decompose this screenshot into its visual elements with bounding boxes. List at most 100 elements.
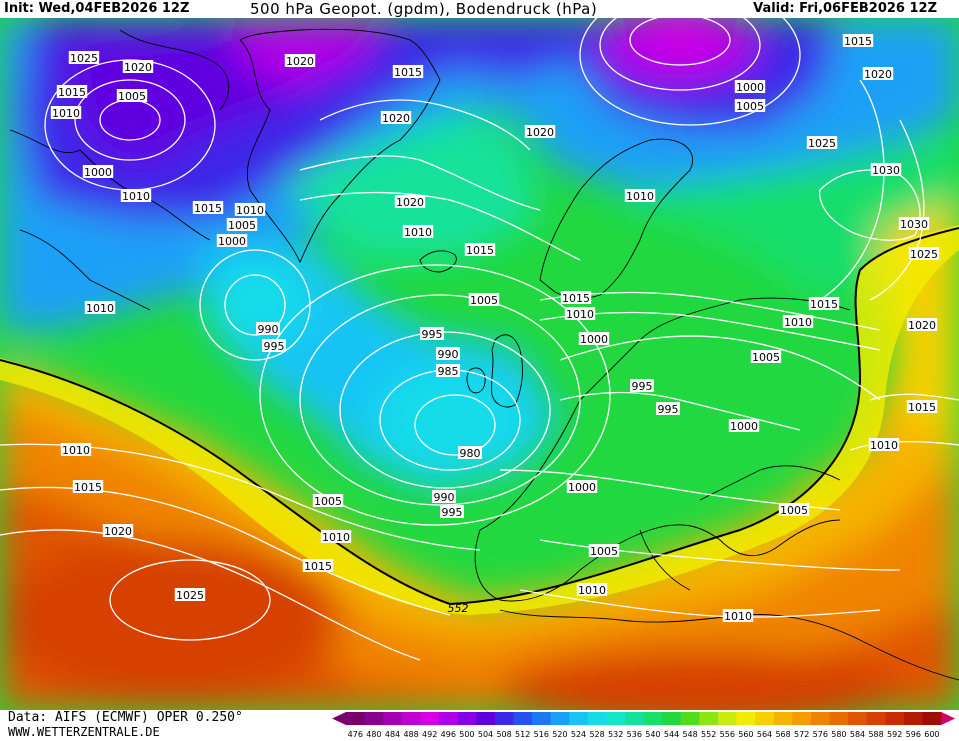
colorbar-left-arrow <box>332 712 346 725</box>
isobar-label-1010-baffin: 1010 <box>50 106 82 120</box>
svg-text:1030: 1030 <box>872 164 900 177</box>
svg-text:1010: 1010 <box>626 190 654 203</box>
svg-text:1020: 1020 <box>382 112 410 125</box>
svg-text:1015: 1015 <box>810 298 838 311</box>
svg-text:990: 990 <box>438 348 459 361</box>
colorbar-tick-label: 560 <box>738 730 753 739</box>
colorbar-swatch <box>383 712 403 725</box>
geopotential-552-contour <box>0 227 959 606</box>
svg-text:995: 995 <box>442 506 463 519</box>
colorbar-tick-label: 552 <box>701 730 716 739</box>
svg-text:1015: 1015 <box>58 86 86 99</box>
isobar-label-980-low-center: 980 <box>458 446 482 460</box>
colorbar-swatch <box>494 712 514 725</box>
isobar-label-1005-biscay: 1005 <box>312 494 344 508</box>
svg-text:1015: 1015 <box>74 481 102 494</box>
colorbar-swatch <box>643 712 663 725</box>
svg-text:1020: 1020 <box>124 61 152 74</box>
isobar-label-1010-atlantic-w: 1010 <box>84 301 116 315</box>
isobar-label-1000-france: 1000 <box>566 480 598 494</box>
isobar-label-1005-barents: 1005 <box>734 99 766 113</box>
colorbar-tick-label: 568 <box>775 730 790 739</box>
isobar-label-1000-greenland-s: 1000 <box>216 234 248 248</box>
colorbar-swatch <box>699 712 719 725</box>
svg-text:1020: 1020 <box>526 126 554 139</box>
isobar-label-1025-russia: 1025 <box>806 136 838 150</box>
init-time: Init: Wed,04FEB2026 12Z <box>4 1 190 16</box>
svg-text:990: 990 <box>258 323 279 336</box>
colorbar-tick-label: 488 <box>403 730 418 739</box>
colorbar-tick-label: 476 <box>348 730 363 739</box>
isobar-label-1015-iceland: 1015 <box>464 243 496 257</box>
geopotential-field <box>0 18 959 710</box>
svg-text:1000: 1000 <box>736 81 764 94</box>
colorbar-swatch <box>718 712 738 725</box>
colorbar-tick-label: 572 <box>794 730 809 739</box>
svg-text:1005: 1005 <box>752 351 780 364</box>
colorbar-swatch <box>680 712 700 725</box>
svg-text:552: 552 <box>448 602 469 615</box>
svg-text:1010: 1010 <box>784 316 812 329</box>
website-url: WWW.WETTERZENTRALE.DE <box>8 725 160 739</box>
colorbar-swatch <box>457 712 477 725</box>
svg-text:1010: 1010 <box>322 531 350 544</box>
svg-text:1010: 1010 <box>122 190 150 203</box>
colorbar-tick-label: 532 <box>608 730 623 739</box>
isobar-label-1015-atlantic-sw: 1015 <box>72 480 104 494</box>
colorbar-swatch <box>736 712 756 725</box>
isobar-label-985-low: 985 <box>436 364 460 378</box>
svg-text:1015: 1015 <box>466 244 494 257</box>
isobar-label-1005-northsea: 1005 <box>468 293 500 307</box>
colorbar-tick-label: 576 <box>813 730 828 739</box>
svg-text:1015: 1015 <box>394 66 422 79</box>
svg-text:1020: 1020 <box>104 525 132 538</box>
colorbar-swatch <box>420 712 440 725</box>
isobar-label-1000-balkans: 1000 <box>728 419 760 433</box>
colorbar-swatch <box>346 712 366 725</box>
isobar-label-1020-iceland: 1020 <box>394 195 426 209</box>
isobar-label-1020-greenland-n: 1020 <box>284 54 316 68</box>
isobar-label-1015-greenland-ne: 1015 <box>392 65 424 79</box>
isobar-label-1000-northsea: 1000 <box>578 332 610 346</box>
svg-text:990: 990 <box>434 491 455 504</box>
svg-text:1020: 1020 <box>286 55 314 68</box>
svg-text:1020: 1020 <box>864 68 892 81</box>
svg-text:1010: 1010 <box>62 444 90 457</box>
svg-text:1015: 1015 <box>844 35 872 48</box>
svg-text:1015: 1015 <box>908 401 936 414</box>
isobar-label-1000-labrador: 1000 <box>82 165 114 179</box>
isobar-label-1015-iberia-w: 1015 <box>302 559 334 573</box>
svg-text:1005: 1005 <box>470 294 498 307</box>
colorbar-tick-label: 512 <box>515 730 530 739</box>
colorbar-swatch <box>587 712 607 725</box>
colorbar-swatch <box>755 712 775 725</box>
isobar-label-995-atlantic: 995 <box>262 339 286 353</box>
colorbar-swatch <box>364 712 384 725</box>
isobar-label-1000-barents: 1000 <box>734 80 766 94</box>
colorbar-tick-label: 492 <box>422 730 437 739</box>
svg-text:1005: 1005 <box>780 504 808 517</box>
isobar-label-1020-norwegian-sea: 1020 <box>524 125 556 139</box>
colorbar-swatch <box>866 712 886 725</box>
isobar-labels: 1025 1020 1015 1005 1010 1000 1010 1020 1015 1020… <box>50 34 940 623</box>
colorbar-swatch <box>532 712 552 725</box>
isobar-label-1005-greece: 1005 <box>778 503 810 517</box>
colorbar-tick-label: 504 <box>478 730 493 739</box>
svg-text:995: 995 <box>264 340 285 353</box>
svg-text:1010: 1010 <box>86 302 114 315</box>
isobar-label-1010-denmark: 1010 <box>564 307 596 321</box>
svg-text:995: 995 <box>658 403 679 416</box>
data-source: Data: AIFS (ECMWF) OPER 0.250° <box>8 710 243 725</box>
colorbar-swatch <box>922 712 942 725</box>
isobar-label-1015-ne: 1015 <box>842 34 874 48</box>
svg-text:1000: 1000 <box>580 333 608 346</box>
svg-text:1010: 1010 <box>724 610 752 623</box>
isobar-label-995-channel: 995 <box>440 505 464 519</box>
colorbar-swatch <box>829 712 849 725</box>
svg-text:1005: 1005 <box>314 495 342 508</box>
isobar-label-1015-canada: 1015 <box>56 85 88 99</box>
isobar-label-1010-scandinavia: 1010 <box>624 189 656 203</box>
isobar-label-1015-denmark: 1015 <box>560 291 592 305</box>
svg-text:1025: 1025 <box>70 52 98 65</box>
colorbar-swatch <box>401 712 421 725</box>
